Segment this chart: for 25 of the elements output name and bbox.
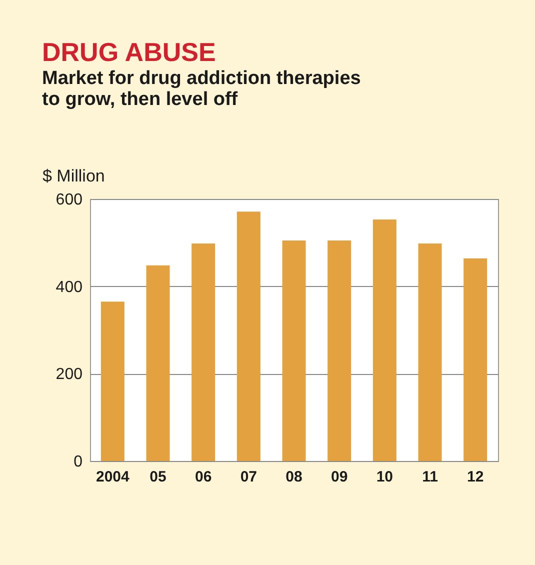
bar — [418, 244, 442, 461]
x-tick-label: 08 — [286, 468, 302, 486]
y-axis-title: $ Million — [42, 166, 105, 186]
bar — [146, 265, 170, 461]
y-tick-label: 400 — [56, 278, 83, 296]
x-tick-label: 12 — [466, 468, 484, 486]
bar — [464, 258, 488, 461]
chart-title: DRUG ABUSE — [42, 37, 216, 67]
x-tick-label: 06 — [194, 468, 212, 486]
x-tick-label: 11 — [422, 468, 438, 486]
bar — [192, 244, 216, 461]
bar — [282, 240, 306, 461]
chart-subtitle: Market for drug addiction therapies to grow, then level off — [42, 68, 361, 110]
x-tick-label: 05 — [150, 468, 166, 486]
y-tick-label: 200 — [56, 366, 83, 384]
x-tick-label: 07 — [240, 468, 258, 486]
x-tick-label: 10 — [376, 468, 394, 486]
bar — [372, 220, 396, 461]
x-tick-label: 09 — [330, 468, 348, 486]
bar — [236, 212, 260, 461]
y-tick-label: 0 — [74, 454, 83, 470]
y-tick-label: 600 — [56, 192, 83, 208]
x-tick-label: 2004 — [96, 468, 130, 486]
bar — [100, 302, 124, 461]
bar — [328, 240, 352, 461]
